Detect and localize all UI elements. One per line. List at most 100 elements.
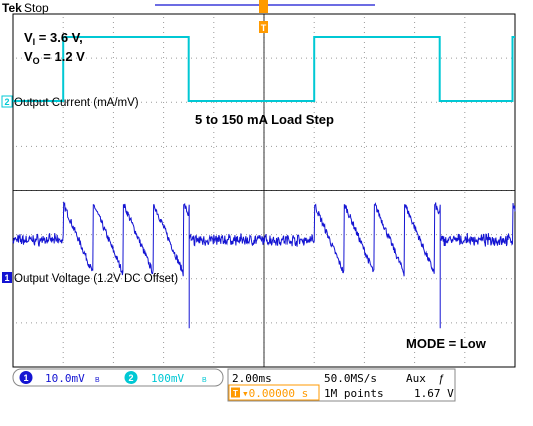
grid-dot [216,57,217,59]
grid-dot [451,145,452,147]
grid-dot [396,145,397,147]
grid-dot [391,101,392,103]
grid-dot [163,237,165,238]
grid-dot [62,337,64,338]
ch1-ground-marker[interactable]: 1 [2,272,12,283]
grid-dot [112,252,114,253]
grid-dot [391,322,392,324]
grid-dot [206,101,207,103]
grid-dot [112,97,114,98]
grid-dot [213,102,215,103]
grid-dot [231,278,232,280]
grid-dot [36,278,37,280]
grid-dot [213,307,215,308]
grid-dot [464,302,466,303]
grid-dot [414,302,416,303]
grid-dot [201,234,202,236]
grid-dot [436,278,437,280]
grid-dot [246,145,247,147]
grid-dot [31,145,32,147]
grid-dot [112,182,114,183]
grid-dot [86,101,87,103]
grid-dot [213,137,215,138]
grid-dot [414,317,416,318]
grid-dot [236,234,237,236]
grid-dot [313,122,315,123]
grid-dot [186,101,187,103]
grid-dot [414,197,416,198]
grid-dot [91,57,92,59]
grid-dot [464,72,466,73]
grid-dot [221,278,222,280]
grid-dot [321,278,322,280]
grid-dot [506,234,507,236]
grid-dot [112,272,114,273]
grid-dot [62,332,64,333]
grid-dot [313,352,315,353]
grid-dot [414,127,416,128]
grid-dot [414,212,416,213]
grid-dot [313,162,315,163]
grid-dot [276,57,277,59]
grid-dot [371,322,372,324]
grid-dot [116,322,117,324]
trigger-marker[interactable]: T [259,0,268,33]
grid-dot [501,322,502,324]
grid-dot [414,122,416,123]
grid-dot [363,272,365,273]
grid-dot [213,37,215,38]
grid-dot [136,145,137,147]
grid-dot [363,347,365,348]
grid-dot [231,322,232,324]
grid-dot [416,57,417,59]
grid-dot [213,187,215,188]
grid-dot [213,352,215,353]
grid-dot [213,227,215,228]
grid-dot [226,57,227,59]
grid-dot [426,57,427,59]
grid-dot [341,278,342,280]
ch1-readout[interactable]: 1 10.0mV B [19,371,101,385]
grid-dot [112,92,114,93]
grid-dot [326,234,327,236]
grid-dot [163,22,165,23]
grid-dot [196,145,197,147]
ch2-readout[interactable]: 2 100mV B [124,371,208,385]
grid-dot [213,292,215,293]
grid-dot [271,145,272,147]
grid-dot [464,327,466,328]
trigger-position-readout-box[interactable] [228,384,320,401]
grid-dot [431,101,432,103]
grid-dot [163,172,165,173]
grid-dot [356,145,357,147]
grid-dot [313,177,315,178]
grid-dot [86,234,87,236]
grid-dot [141,278,142,280]
grid-dot [376,322,377,324]
grid-dot [196,234,197,236]
grid-dot [321,322,322,324]
grid-dot [213,42,215,43]
grid-dot [213,202,215,203]
grid-dot [62,302,64,303]
grid-dot [62,102,64,103]
grid-dot [486,57,487,59]
grid-dot [191,278,192,280]
grid-dot [62,142,64,143]
channel-readout-bar[interactable] [12,368,224,387]
grid-dot [464,342,466,343]
grid-dot [376,234,377,236]
grid-dot [166,57,167,59]
grid-dot [231,145,232,147]
grid-dot [226,101,227,103]
ch2-scale: 100mV [151,372,184,385]
grid-dot [216,234,217,236]
grid-dot [464,282,466,283]
grid-dot [163,77,165,78]
grid-dot [464,167,466,168]
grid-dot [391,57,392,59]
grid-dot [62,267,64,268]
grid-dot [36,101,37,103]
ch2-ground-marker[interactable]: 2 [1,95,13,108]
grid-dot [313,157,315,158]
